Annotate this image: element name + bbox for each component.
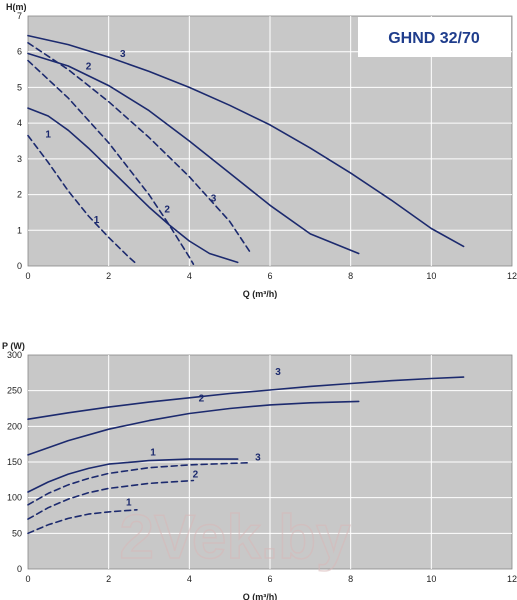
- x-tick-label: 10: [426, 271, 436, 281]
- y-tick-label: 4: [17, 118, 22, 128]
- y-tick-label: 300: [7, 350, 22, 360]
- watermark-logo: 2Vek.by: [120, 503, 351, 572]
- y-tick-label: 150: [7, 457, 22, 467]
- x-tick-label: 12: [507, 271, 517, 281]
- y-tick-label: 0: [17, 261, 22, 271]
- x-tick-label: 2: [106, 574, 111, 584]
- x-tick-label: 10: [426, 574, 436, 584]
- curve-number-label: 2: [86, 62, 92, 73]
- y-tick-label: 100: [7, 493, 22, 503]
- x-tick-label: 6: [267, 574, 272, 584]
- curve-solid-1: [27, 458, 239, 493]
- x-axis-label: Q (m³/h): [243, 592, 278, 600]
- y-tick-label: 250: [7, 386, 22, 396]
- x-tick-label: 12: [507, 574, 517, 584]
- title-box: [358, 17, 511, 57]
- x-tick-label: 0: [25, 574, 30, 584]
- curve-number-label: 3: [275, 367, 281, 378]
- y-tick-label: 5: [17, 82, 22, 92]
- curve-number-label: 1: [150, 448, 156, 459]
- x-tick-label: 8: [348, 271, 353, 281]
- y-tick-label: 0: [17, 564, 22, 574]
- curve-dashed-1: [27, 509, 138, 535]
- curve-solid-2: [27, 400, 360, 456]
- curve-dashed-1: [27, 134, 138, 265]
- curve-dashed-2: [27, 59, 195, 265]
- x-tick-label: 4: [187, 574, 192, 584]
- x-tick-label: 4: [187, 271, 192, 281]
- curve-number-label: 3: [120, 49, 126, 60]
- curve-number-label: 1: [94, 215, 100, 226]
- y-axis-label: P (W): [2, 341, 25, 351]
- y-tick-label: 200: [7, 421, 22, 431]
- curve-number-label: 3: [211, 194, 217, 205]
- x-tick-label: 6: [267, 271, 272, 281]
- y-axis-label: H(m): [6, 2, 27, 12]
- curve-number-label: 2: [193, 470, 199, 481]
- y-tick-label: 6: [17, 47, 22, 57]
- curve-solid-2: [27, 52, 360, 255]
- y-tick-label: 7: [17, 11, 22, 21]
- x-tick-label: 0: [25, 271, 30, 281]
- y-tick-label: 1: [17, 225, 22, 235]
- x-tick-label: 2: [106, 271, 111, 281]
- curve-solid-3: [27, 34, 465, 248]
- curve-solid-3: [27, 376, 465, 420]
- y-tick-label: 3: [17, 154, 22, 164]
- curve-solid-1: [27, 107, 239, 264]
- curve-number-label: 1: [126, 498, 132, 509]
- curve-number-label: 2: [164, 204, 170, 215]
- curve-dashed-2: [27, 479, 195, 520]
- curve-number-label: 1: [45, 129, 51, 140]
- chart-title: GHND 32/70: [388, 30, 480, 47]
- x-axis-label: Q (m³/h): [243, 289, 278, 299]
- curve-dashed-3: [27, 42, 251, 253]
- curve-number-label: 2: [199, 393, 205, 404]
- curve-number-label: 3: [255, 453, 261, 464]
- curve-dashed-3: [27, 461, 251, 506]
- y-tick-label: 2: [17, 190, 22, 200]
- y-tick-label: 50: [12, 528, 22, 538]
- x-tick-label: 8: [348, 574, 353, 584]
